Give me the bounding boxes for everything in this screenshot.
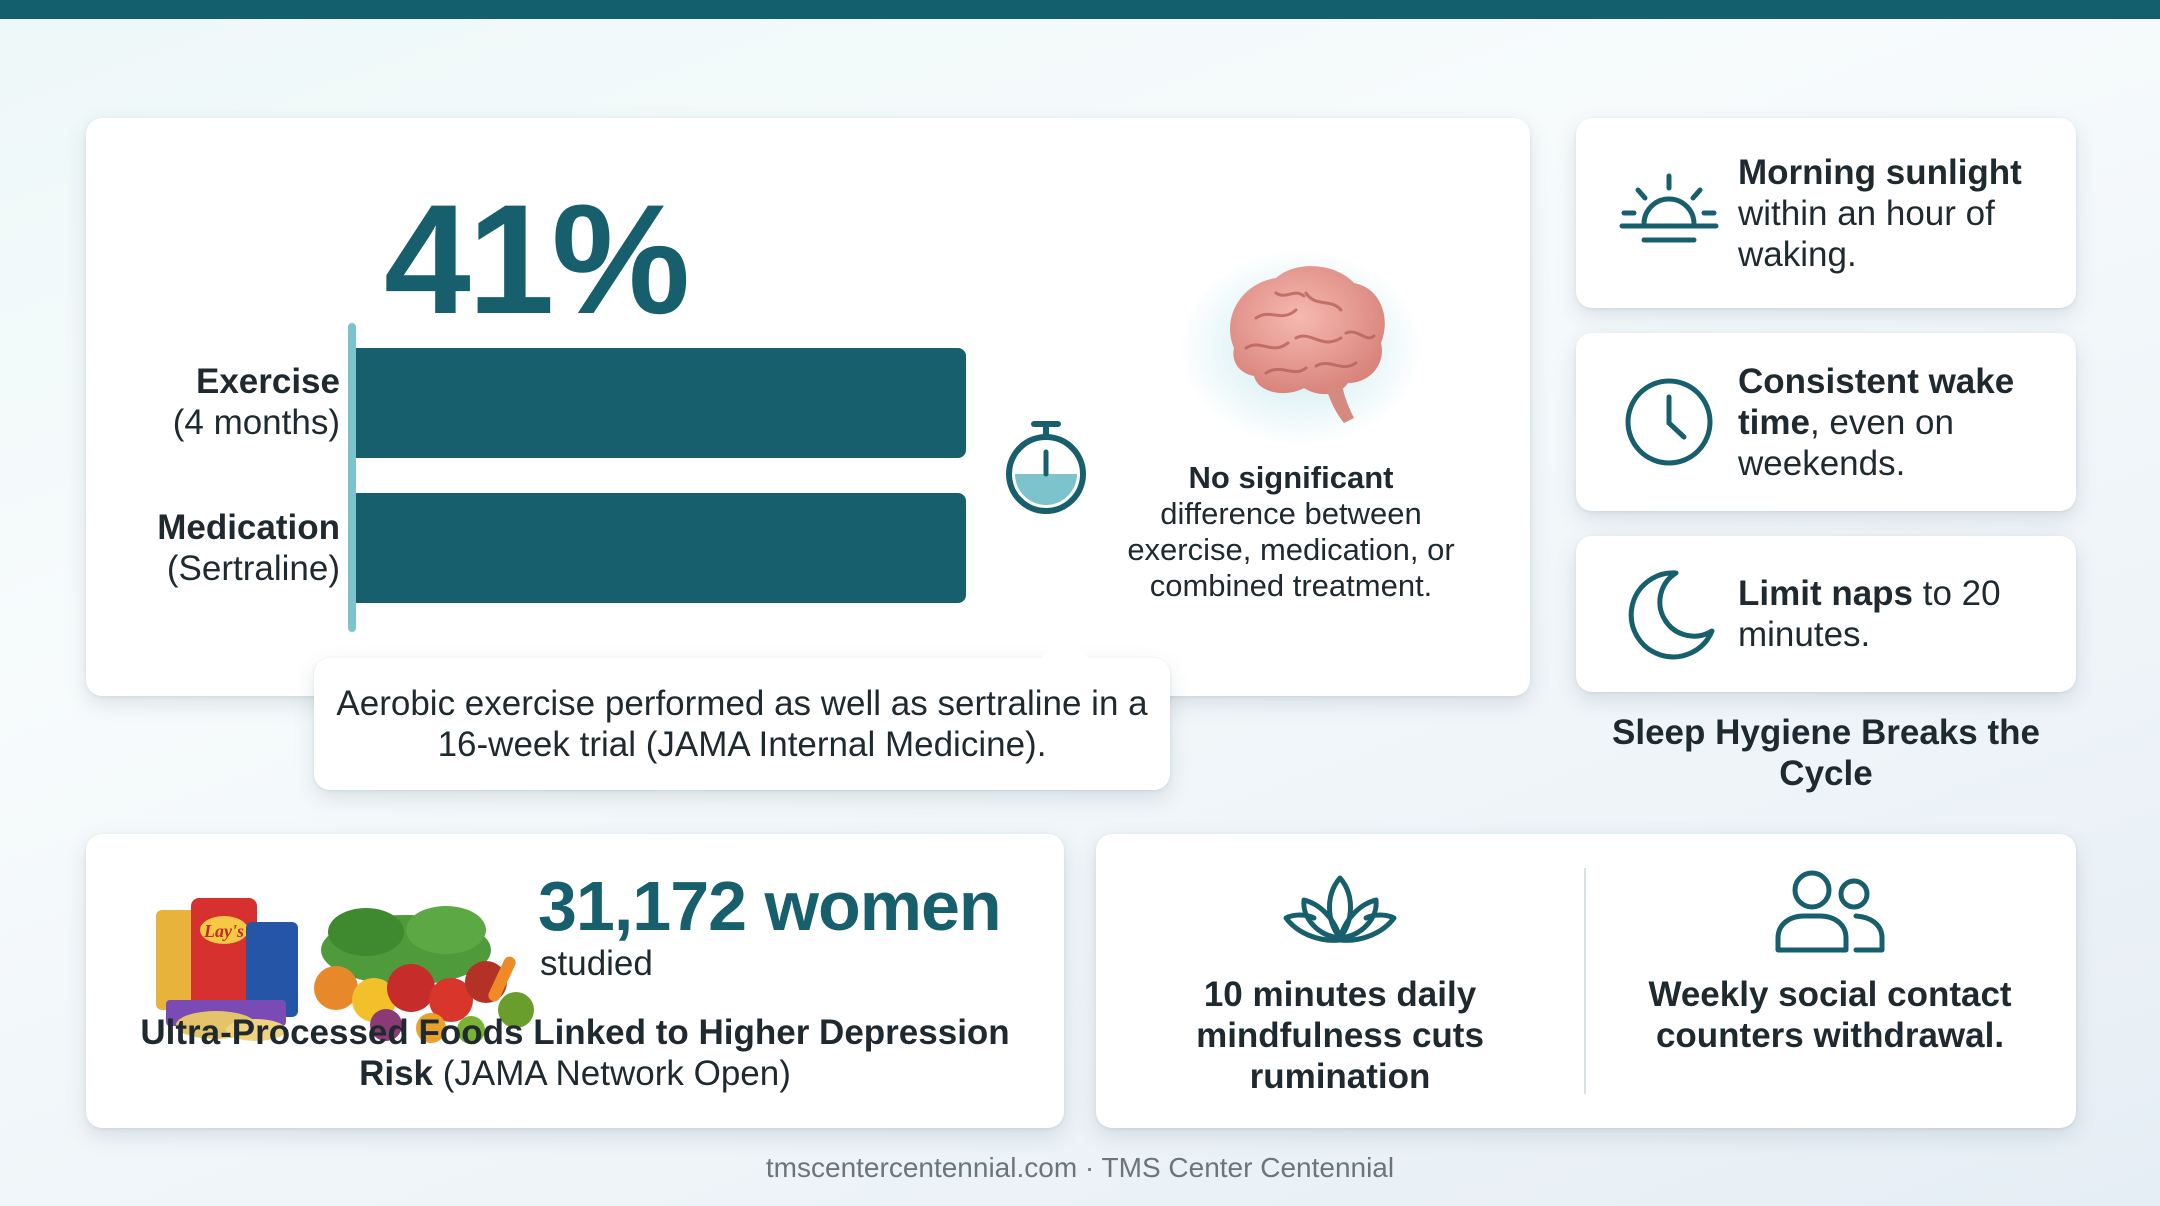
sleep-tip-bold: Limit naps: [1738, 574, 1914, 613]
sunrise-icon: [1619, 173, 1719, 243]
top-accent-bar: [0, 0, 2160, 19]
sleep-tip-limit-naps: Limit naps to 20 minutes.: [1576, 536, 2076, 692]
callout-text: Aerobic exercise performed as well as se…: [336, 684, 1148, 764]
sleep-hygiene-caption: Sleep Hygiene Breaks the Cycle: [1612, 713, 2040, 793]
no-difference-bold: No significant: [1188, 460, 1394, 495]
sleep-tip-morning-sunlight: Morning sunlight within an hour of wakin…: [1576, 118, 2076, 308]
exercise-label-title: Exercise: [195, 362, 340, 401]
sleep-tip-rest: , even on weekends.: [1738, 402, 1954, 483]
sleep-tip-rest: within an hour of waking.: [1738, 193, 1995, 274]
food-study-caption: Ultra-Processed Foods Linked to Higher D…: [126, 1012, 1024, 1094]
sleep-tip-text: Limit naps to 20 minutes.: [1738, 573, 2056, 655]
no-difference-text: No significant difference between exerci…: [1106, 460, 1476, 604]
callout-pointer: [1039, 636, 1091, 660]
stopwatch-icon: [1006, 421, 1086, 514]
footer-source: tmscentercentennial.com · TMS Center Cen…: [765, 1152, 1395, 1183]
food-caption-source: (JAMA Network Open): [433, 1054, 791, 1093]
sleep-tip-text: Consistent wake time, even on weekends.: [1738, 361, 2056, 484]
mindfulness-habit: 10 minutes daily mindfulness cuts rumina…: [1096, 834, 1584, 1128]
medication-label-sub: (Sertraline): [166, 549, 340, 588]
bar-axis-line: [348, 323, 356, 632]
medication-bar: [356, 493, 966, 603]
exercise-bar: [356, 348, 966, 458]
social-contact-text: Weekly social contact counters withdrawa…: [1648, 975, 2012, 1055]
processed-vs-whole-foods-image: Lay's: [156, 898, 534, 1044]
brain-image: [1179, 250, 1423, 446]
exercise-bar-label: Exercise (4 months): [173, 361, 340, 443]
chip-bag-brand: Lay's: [203, 921, 244, 941]
trial-callout: Aerobic exercise performed as well as se…: [314, 636, 1170, 790]
medication-label-title: Medication: [157, 508, 340, 547]
moon-icon: [1628, 570, 1715, 660]
exercise-label-sub: (4 months): [172, 403, 340, 442]
sleep-tip-text: Morning sunlight within an hour of wakin…: [1738, 152, 2056, 275]
headline-percentage: 41%: [384, 173, 690, 347]
mindfulness-text: 10 minutes daily mindfulness cuts rumina…: [1196, 975, 1484, 1096]
medication-bar-label: Medication (Sertraline): [157, 507, 340, 589]
exercise-vs-medication-card: 41% Exercise (4 months) Medication (Sert…: [86, 118, 1530, 696]
people-icon: [1775, 870, 1885, 953]
mindfulness-social-card: 10 minutes daily mindfulness cuts rumina…: [1096, 834, 2076, 1128]
clock-icon: [1625, 378, 1713, 466]
sleep-tip-wake-time: Consistent wake time, even on weekends.: [1576, 333, 2076, 511]
women-studied-count: 31,172 women: [538, 867, 1002, 945]
sleep-tip-bold: Morning sunlight: [1738, 152, 2022, 192]
sleep-tip-bold: Consistent wake time: [1738, 361, 2015, 442]
women-studied-sub: studied: [540, 944, 653, 983]
lotus-icon: [1283, 875, 1397, 943]
food-caption-bold: Ultra-Processed Foods Linked to Higher D…: [140, 1013, 1010, 1093]
habits-divider: [1584, 868, 1586, 1094]
social-contact-habit: Weekly social contact counters withdrawa…: [1586, 834, 2074, 1128]
no-difference-rest: difference between exercise, medication,…: [1127, 496, 1455, 603]
sleep-tip-rest: to 20 minutes.: [1738, 574, 2001, 654]
ultra-processed-foods-card: Lay's 31,172 women studied Ultra-Process…: [86, 834, 1064, 1128]
